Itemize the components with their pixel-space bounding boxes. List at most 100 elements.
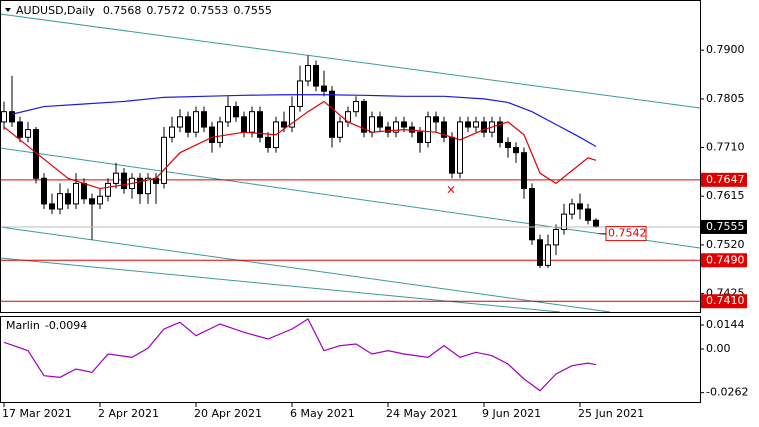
annotation-label: 0.7542 <box>608 227 647 240</box>
candle-body <box>513 147 519 154</box>
x-tick-label: 20 Apr 2021 <box>194 407 262 420</box>
header-value: 0.7553 <box>190 4 229 17</box>
symbol: AUDUSD,Daily <box>16 4 95 17</box>
candle-body <box>1 111 7 123</box>
candle-body <box>57 193 63 210</box>
indicator-header: Marlin -0.0094 <box>6 319 87 332</box>
price-tag <box>701 219 747 234</box>
candle-body <box>225 106 231 123</box>
candle-body <box>249 111 255 133</box>
menu-arrow <box>5 8 11 12</box>
candle-body <box>281 121 287 128</box>
candle-body <box>521 152 527 190</box>
indicator-value: -0.0094 <box>45 319 87 332</box>
candle-body <box>289 106 295 128</box>
candle-body <box>441 121 447 138</box>
candle-body <box>49 203 55 210</box>
indicator-name: Marlin <box>6 319 40 332</box>
candle-body <box>73 182 79 205</box>
candle-body <box>529 188 535 241</box>
level-tag <box>701 253 747 268</box>
chart-header: AUDUSD,Daily 0.7568 0.7572 0.7553 0.7555 <box>16 4 272 17</box>
candle-body <box>553 229 559 246</box>
candle-body <box>305 65 311 82</box>
candle-body <box>185 116 191 133</box>
y-tick-label: 0.7615 <box>706 189 745 202</box>
channel-line <box>0 13 701 109</box>
annotation-box <box>605 226 647 242</box>
channel-line <box>0 147 701 249</box>
candle-body <box>545 244 551 266</box>
candle-body <box>137 177 143 195</box>
candle-body <box>233 106 239 118</box>
candle-body <box>593 219 599 228</box>
level-label: 0.7647 <box>706 173 745 186</box>
candle-body <box>465 121 471 128</box>
candle-body <box>169 126 175 138</box>
candle-body <box>121 172 127 190</box>
candle-body <box>209 126 215 143</box>
signal-marker: × <box>446 183 456 197</box>
candle-body <box>369 116 375 133</box>
candle-body <box>41 177 47 205</box>
y-tick-label: 0.7520 <box>706 238 745 251</box>
candle-body <box>537 239 543 266</box>
candle-body <box>329 90 335 138</box>
candle-body <box>81 182 87 200</box>
channels <box>0 13 701 313</box>
header-value: 0.7572 <box>146 4 185 17</box>
candle-body <box>393 121 399 133</box>
candle-body <box>145 177 151 195</box>
candle-body <box>217 121 223 143</box>
price-label: 0.7555 <box>706 220 745 233</box>
header-value: 0.7555 <box>233 4 272 17</box>
candle-body <box>105 182 111 197</box>
candle-body <box>433 116 439 123</box>
indicator-line <box>3 318 597 392</box>
candle-body <box>377 116 383 128</box>
candle-body <box>297 80 303 108</box>
candle-body <box>361 100 367 133</box>
channel-line <box>0 257 561 313</box>
candle-body <box>25 129 31 138</box>
candle-body <box>561 213 567 231</box>
candle-body <box>353 100 359 113</box>
candle-body <box>505 141 511 149</box>
channel-line <box>0 226 611 313</box>
candle-body <box>321 85 327 92</box>
candle-body <box>385 126 391 133</box>
candle-body <box>257 111 263 138</box>
y-tick-label: 0.00 <box>706 342 731 355</box>
candle-body <box>201 111 207 128</box>
plot-area <box>0 55 700 302</box>
level-label: 0.7490 <box>706 253 745 266</box>
y-tick-label: 0.7710 <box>706 141 745 154</box>
candle-body <box>481 121 487 133</box>
x-tick-label: 25 Jun 2021 <box>578 407 644 420</box>
candle-body <box>9 111 15 123</box>
candle-body <box>89 198 95 205</box>
candle-body <box>449 136 455 174</box>
level-label: 0.7410 <box>706 294 745 307</box>
candle-body <box>401 121 407 128</box>
candle-body <box>313 65 319 87</box>
candle-body <box>497 121 503 143</box>
moving-average <box>11 94 597 148</box>
candle-body <box>265 136 271 149</box>
x-tick-label: 24 May 2021 <box>386 407 458 420</box>
x-tick-label: 9 Jun 2021 <box>482 407 541 420</box>
candle-body <box>161 136 167 184</box>
moving-average <box>3 100 597 190</box>
y-tick-label: 0.7805 <box>706 92 745 105</box>
indicator-frame <box>0 316 701 403</box>
candle-body <box>97 195 103 205</box>
candle-body <box>585 208 591 221</box>
y-tick-label: -0.0262 <box>706 386 748 399</box>
x-tick-label: 6 May 2021 <box>290 407 355 420</box>
main-frame <box>0 0 701 313</box>
candle-body <box>457 121 463 174</box>
candle-body <box>65 193 71 205</box>
candle-body <box>177 116 183 128</box>
